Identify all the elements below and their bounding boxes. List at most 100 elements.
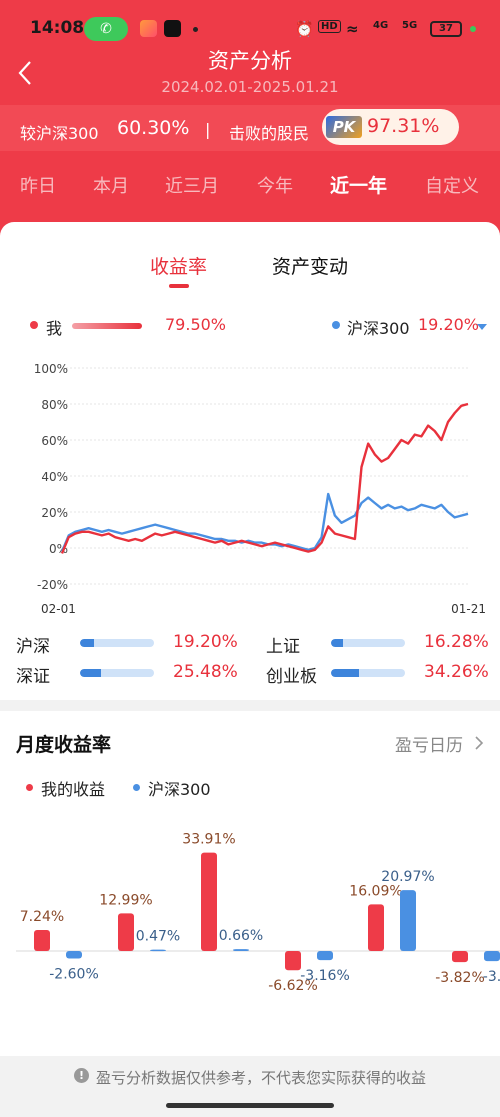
wifi-icon: ≈ — [346, 20, 359, 38]
legend-me-dot — [30, 321, 38, 329]
y-tick-label: 40% — [41, 470, 68, 484]
returns-line-chart: 100%80%60%40%20%0%-20%02-01 01-21 — [34, 362, 486, 616]
x-tick-label-end: 01-21 — [451, 602, 486, 616]
monthly-title: 月度收益率 — [16, 734, 112, 756]
tab-this-year[interactable]: 今年 — [257, 176, 293, 197]
bar-label-my-returns: 33.91% — [182, 832, 235, 848]
bar-label-hs300: 0.47% — [136, 929, 180, 945]
pnl-calendar-link[interactable]: 盈亏日历 — [395, 736, 463, 756]
index-fill-shangzheng — [331, 639, 343, 647]
bar-hs300 — [66, 951, 82, 959]
tiktok-app-icon — [164, 20, 181, 37]
series-line-me — [60, 402, 469, 554]
index-bar-shangzheng — [331, 639, 405, 647]
bar-label-hs300: -2.60% — [49, 967, 99, 983]
legend-hs300-label[interactable]: 沪深300 — [347, 319, 410, 338]
legend-hs300-monthly-dot — [133, 784, 140, 791]
chevron-right-icon[interactable] — [473, 735, 485, 751]
returns-card — [0, 222, 500, 700]
tab-three-months[interactable]: 近三月 — [165, 176, 219, 197]
gallery-app-icon — [140, 20, 157, 37]
back-arrow-icon[interactable] — [14, 58, 38, 88]
notification-dot-icon — [193, 27, 198, 32]
home-indicator[interactable] — [166, 1103, 334, 1108]
index-fill-shenzheng — [80, 669, 101, 677]
vs-hs300-label: 较沪深300 — [20, 124, 99, 143]
bar-hs300 — [150, 949, 166, 952]
bar-label-hs300: -3.16% — [300, 968, 350, 984]
beat-investors-label: 击败的股民 — [229, 124, 310, 143]
bar-my-returns — [452, 951, 468, 963]
monthly-card — [0, 711, 500, 1056]
period-tabs: 昨日 本月 近三月 今年 近一年 自定义 — [0, 172, 500, 208]
vs-hs300-value: 60.30% — [117, 117, 190, 139]
bar-my-returns — [285, 951, 301, 971]
bar-hs300 — [400, 890, 416, 951]
bar-label-hs300: 20.97% — [381, 869, 434, 885]
bar-my-returns — [368, 904, 384, 951]
signal-5g-icon: 5G — [402, 20, 418, 31]
dropdown-triangle-icon[interactable] — [477, 324, 487, 330]
y-tick-label: 80% — [41, 398, 68, 412]
index-name-shangzheng: 上证 — [266, 637, 300, 657]
status-time: 14:08 — [30, 18, 85, 38]
segment-asset-change[interactable]: 资产变动 — [272, 256, 349, 278]
alarm-icon: ⏰ — [295, 20, 314, 38]
bar-label-hs300: 0.66% — [219, 928, 263, 944]
info-icon: ! — [74, 1068, 89, 1083]
pk-badge-icon: PK — [326, 116, 362, 138]
y-tick-label: 60% — [41, 434, 68, 448]
bar-label-my-returns: -3.82% — [435, 970, 485, 986]
index-name-chuangyeban: 创业板 — [266, 667, 317, 687]
page-title: 资产分析 — [208, 49, 292, 73]
legend-my-returns-dot — [26, 784, 33, 791]
legend-hs300-dot — [332, 321, 340, 329]
series-line-hs300 — [60, 492, 469, 553]
signal-4g-icon: 4G — [373, 20, 389, 31]
segment-returns[interactable]: 收益率 — [150, 256, 208, 278]
tab-one-year[interactable]: 近一年 — [330, 175, 388, 197]
beat-investors-value: 97.31% — [367, 115, 440, 137]
index-fill-chuangyeban — [331, 669, 360, 677]
segment-underline — [169, 284, 189, 288]
charging-dot-icon — [470, 26, 476, 32]
tab-custom[interactable]: 自定义 — [425, 176, 479, 197]
tab-yesterday[interactable]: 昨日 — [20, 176, 56, 197]
summary-separator: | — [205, 120, 211, 139]
y-tick-label: 20% — [41, 506, 68, 520]
phone-call-icon[interactable]: ✆ — [84, 17, 128, 41]
bar-label-my-returns: 12.99% — [99, 892, 152, 908]
legend-hs300-monthly-label: 沪深300 — [148, 780, 211, 799]
bar-label-my-returns: 7.24% — [20, 909, 64, 925]
hd-icon: HD — [318, 20, 341, 33]
bar-my-returns — [118, 913, 134, 951]
monthly-bar-chart: 7.24% 12.99% 33.91% -6.62% 16.09% -3.82% -2.60… — [16, 832, 500, 994]
y-tick-label: 100% — [34, 362, 68, 376]
bar-hs300 — [484, 951, 500, 962]
index-value-shangzheng: 16.28% — [424, 632, 489, 652]
legend-my-returns-label: 我的收益 — [41, 780, 106, 799]
index-name-shenzheng: 深证 — [16, 667, 50, 687]
legend-me-label: 我 — [46, 319, 63, 338]
bar-my-returns — [201, 852, 217, 951]
date-range: 2024.02.01-2025.01.21 — [161, 78, 339, 96]
index-fill-hushen — [80, 639, 95, 647]
bar-label-hs300: -3. — [483, 969, 500, 985]
index-value-chuangyeban: 34.26% — [424, 662, 489, 682]
index-name-hushen: 沪深 — [16, 637, 50, 657]
bar-hs300 — [317, 951, 333, 961]
index-value-shenzheng: 25.48% — [173, 662, 238, 682]
bar-hs300 — [233, 949, 249, 951]
x-tick-label-start: 02-01 — [41, 602, 76, 616]
legend-hs300-value[interactable]: 19.20% — [418, 315, 480, 334]
index-value-hushen: 19.20% — [173, 632, 238, 652]
bar-label-my-returns: 16.09% — [349, 883, 402, 899]
index-bar-chuangyeban — [331, 669, 405, 677]
status-bar: 14:08 ✆ ⏰ HD ≈ 4G 5G 37 — [0, 0, 500, 58]
legend-me-value: 79.50% — [165, 315, 227, 334]
footer-note: 盈亏分析数据仅供参考，不代表您实际获得的收益 — [96, 1069, 427, 1087]
bar-label-my-returns: -6.62% — [268, 978, 318, 994]
index-bar-hushen — [80, 639, 154, 647]
tab-this-month[interactable]: 本月 — [93, 176, 129, 197]
legend-me-line — [72, 323, 142, 329]
